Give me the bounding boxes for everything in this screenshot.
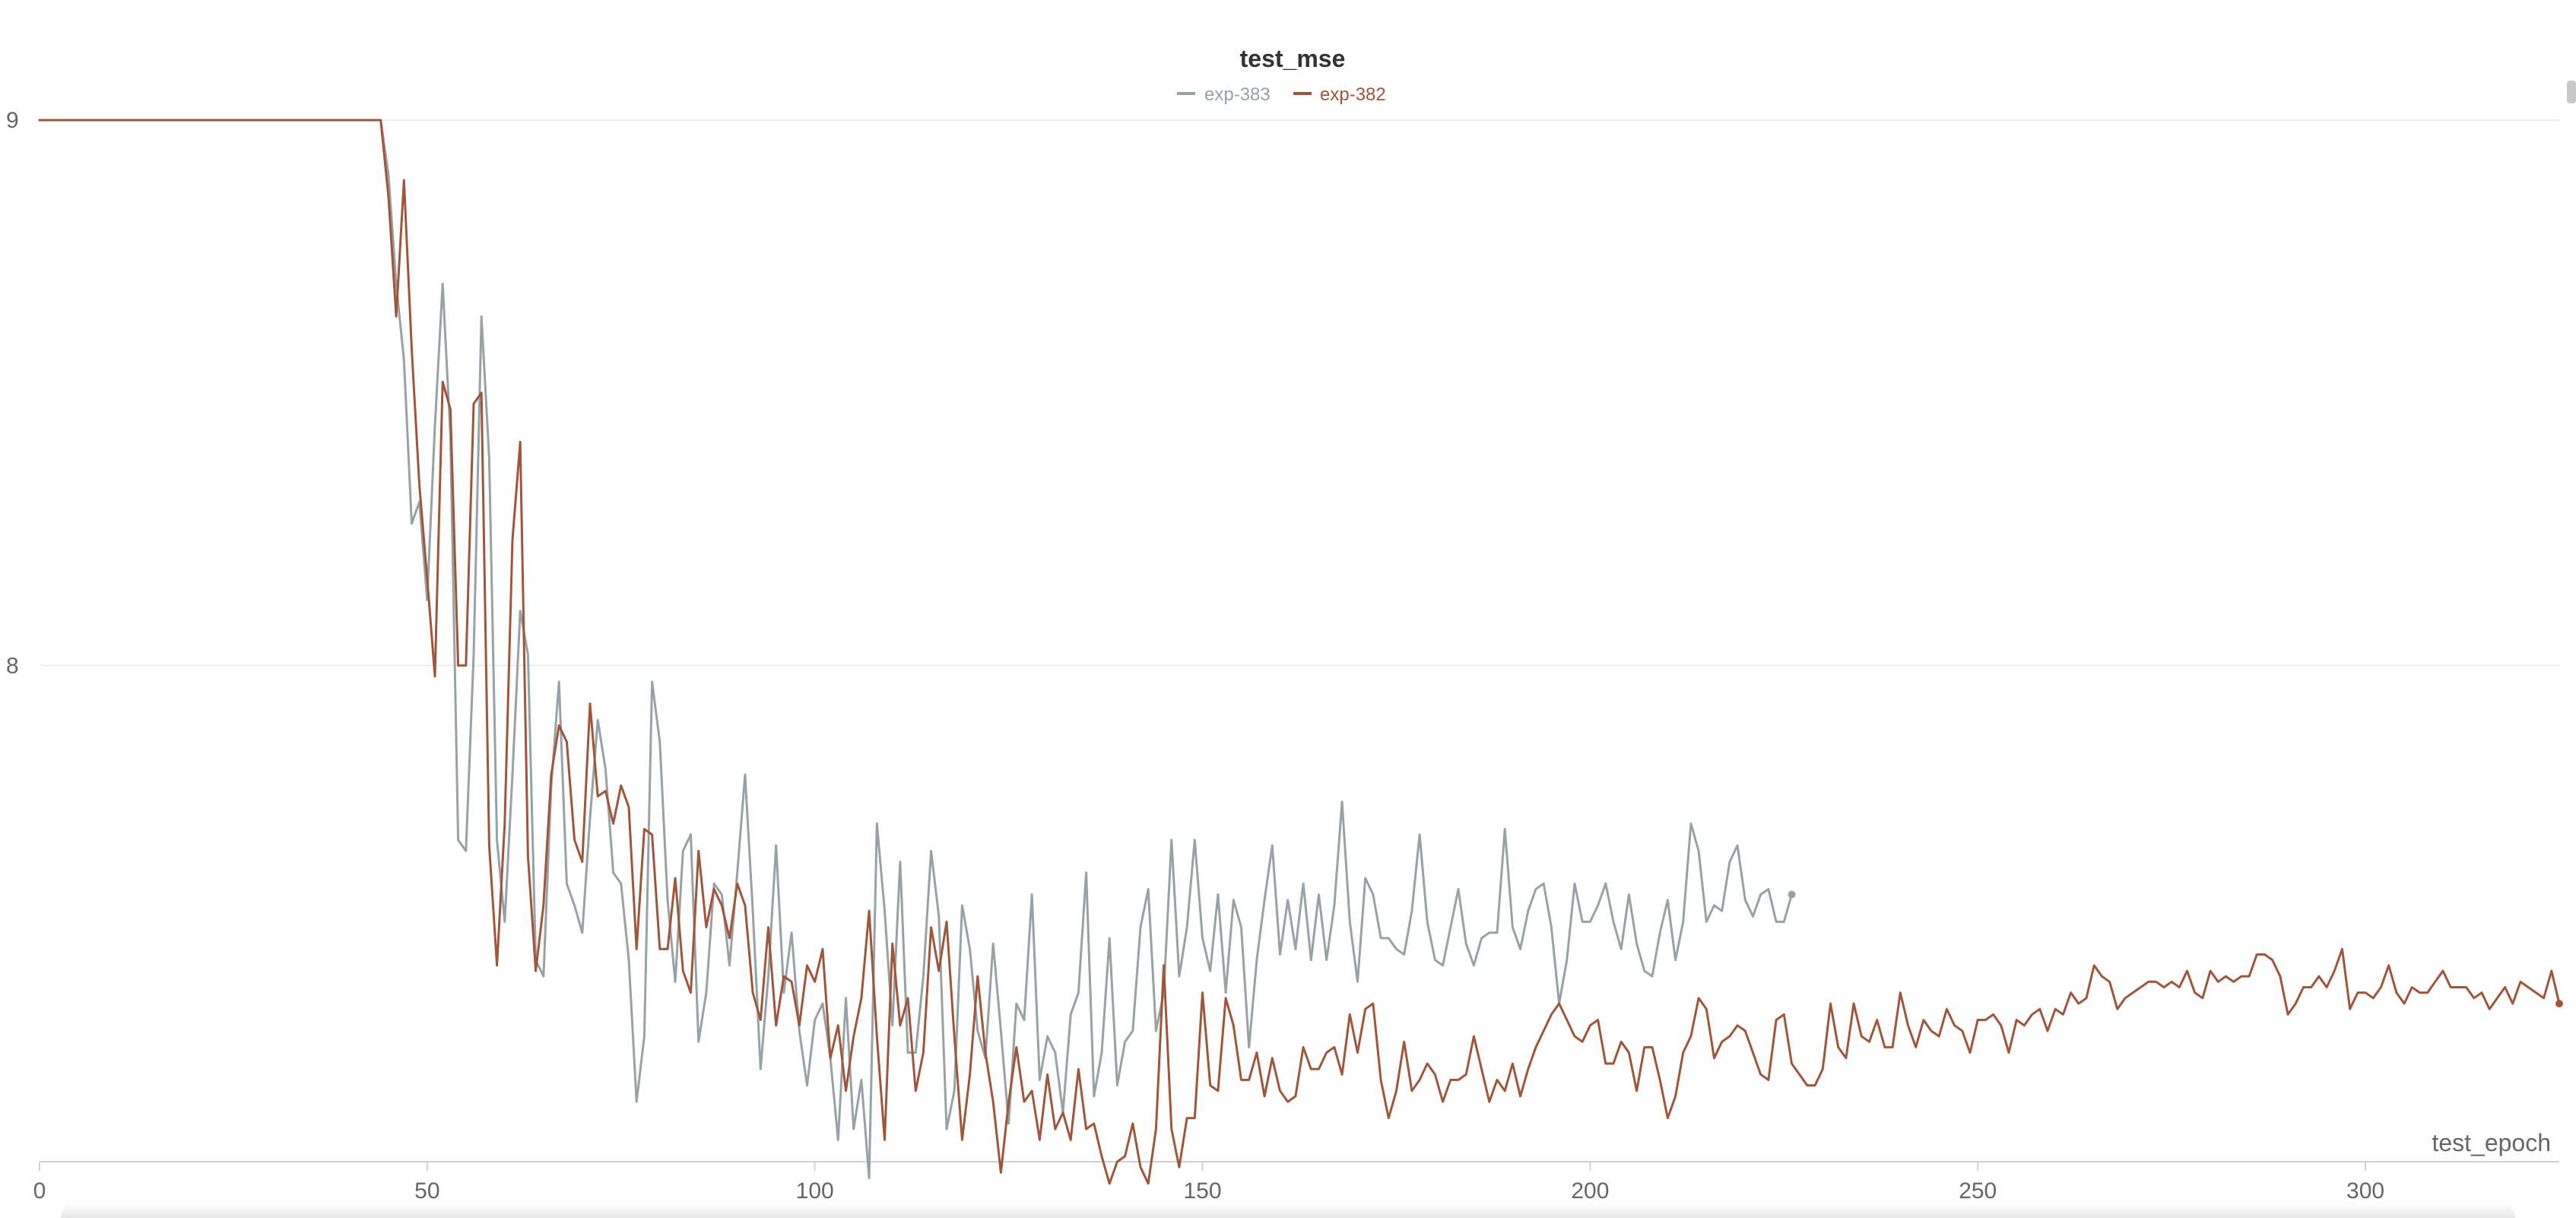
series-line-exp-382[interactable] (38, 119, 2561, 1185)
x-tick-label-250: 250 (1959, 1178, 1997, 1204)
series-end-marker-exp-383 (1788, 890, 1796, 899)
x-tick-label-50: 50 (414, 1178, 439, 1204)
scroll-handle[interactable] (2567, 81, 2576, 103)
bottom-shadow (61, 1203, 2515, 1218)
x-axis-label: test_epoch (2432, 1129, 2551, 1156)
legend-item-exp-382[interactable]: exp-382 (1293, 84, 1386, 105)
grid-layer (40, 119, 2559, 667)
series-layer (38, 119, 2563, 1185)
series-end-marker-exp-382 (2555, 999, 2563, 1007)
x-tick-label-200: 200 (1571, 1178, 1609, 1204)
axes: 8 9 0 50 100 150 200 250 300 (6, 108, 2559, 1204)
y-tick-label-9: 9 (6, 108, 19, 133)
x-tick-label-300: 300 (2346, 1178, 2384, 1204)
legend-label-exp-382: exp-382 (1320, 84, 1386, 105)
y-tick-label-8: 8 (6, 653, 19, 678)
x-tick-label-100: 100 (796, 1178, 834, 1204)
series-line-exp-383[interactable] (38, 119, 1793, 1179)
legend-item-exp-383[interactable]: exp-383 (1177, 84, 1271, 105)
chart-title: test_mse (1240, 45, 1346, 72)
x-tick-label-0: 0 (33, 1178, 46, 1204)
x-tick-label-150: 150 (1184, 1178, 1222, 1204)
legend-label-exp-383: exp-383 (1204, 84, 1271, 105)
legend: exp-383 exp-382 (1177, 84, 1386, 105)
